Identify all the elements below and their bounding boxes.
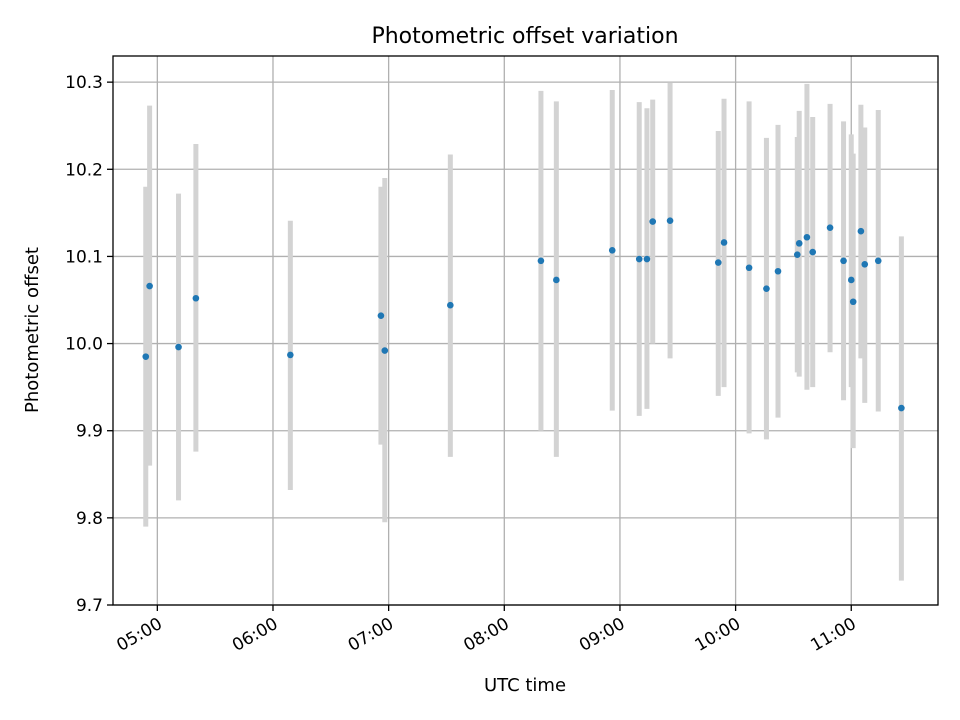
data-point [840,257,847,265]
x-tick-label: 09:00 [576,614,628,656]
axis-ticks: 05:00 06:00 07:00 08:00 09:00 10:00 11:00 9.7 9.… [65,73,860,656]
data-point [714,259,722,266]
data-point [763,285,770,292]
data-point [553,276,560,284]
data-point [666,217,674,224]
data-point [175,343,182,351]
data-point [537,257,545,265]
x-tick-label: 07:00 [345,614,397,656]
y-tick-label: 10.3 [65,73,103,93]
data-point [192,294,200,302]
data-point [643,255,651,263]
y-axis-label: Photometric offset [22,247,43,413]
data-point [649,218,657,225]
data-point [803,233,811,241]
y-tick-label: 10.2 [65,160,103,180]
data-point [447,301,454,309]
data-point [826,224,834,231]
x-tick-label: 06:00 [229,614,281,656]
data-points [142,217,905,412]
data-point [608,247,616,254]
y-tick-label: 9.7 [76,596,103,616]
plot-frame [112,55,939,606]
x-tick-label: 10:00 [692,614,744,656]
x-axis-label: UTC time [484,675,566,696]
data-point [381,347,389,354]
data-point [795,240,803,247]
y-tick-label: 9.9 [76,422,103,442]
data-point [774,267,782,275]
data-point [898,404,905,412]
error-bars [143,83,904,581]
data-point [377,312,385,319]
x-tick-label: 08:00 [460,614,512,656]
data-point [793,251,801,258]
x-tick-label: 11:00 [807,614,859,656]
data-point [142,353,150,360]
data-point [857,227,865,235]
x-tick-label: 05:00 [113,614,165,656]
data-point [635,255,643,263]
y-tick-label: 10.0 [65,335,103,355]
data-point [287,351,294,359]
data-point [847,276,855,284]
data-point [809,248,817,256]
data-point [849,298,857,306]
data-point [146,282,153,290]
chart-title: Photometric offset variation [371,24,678,49]
data-point [745,264,753,272]
data-point [861,260,869,268]
y-tick-label: 9.8 [76,509,103,529]
data-point [874,257,882,265]
data-point [720,239,728,246]
y-tick-label: 10.1 [65,247,103,267]
